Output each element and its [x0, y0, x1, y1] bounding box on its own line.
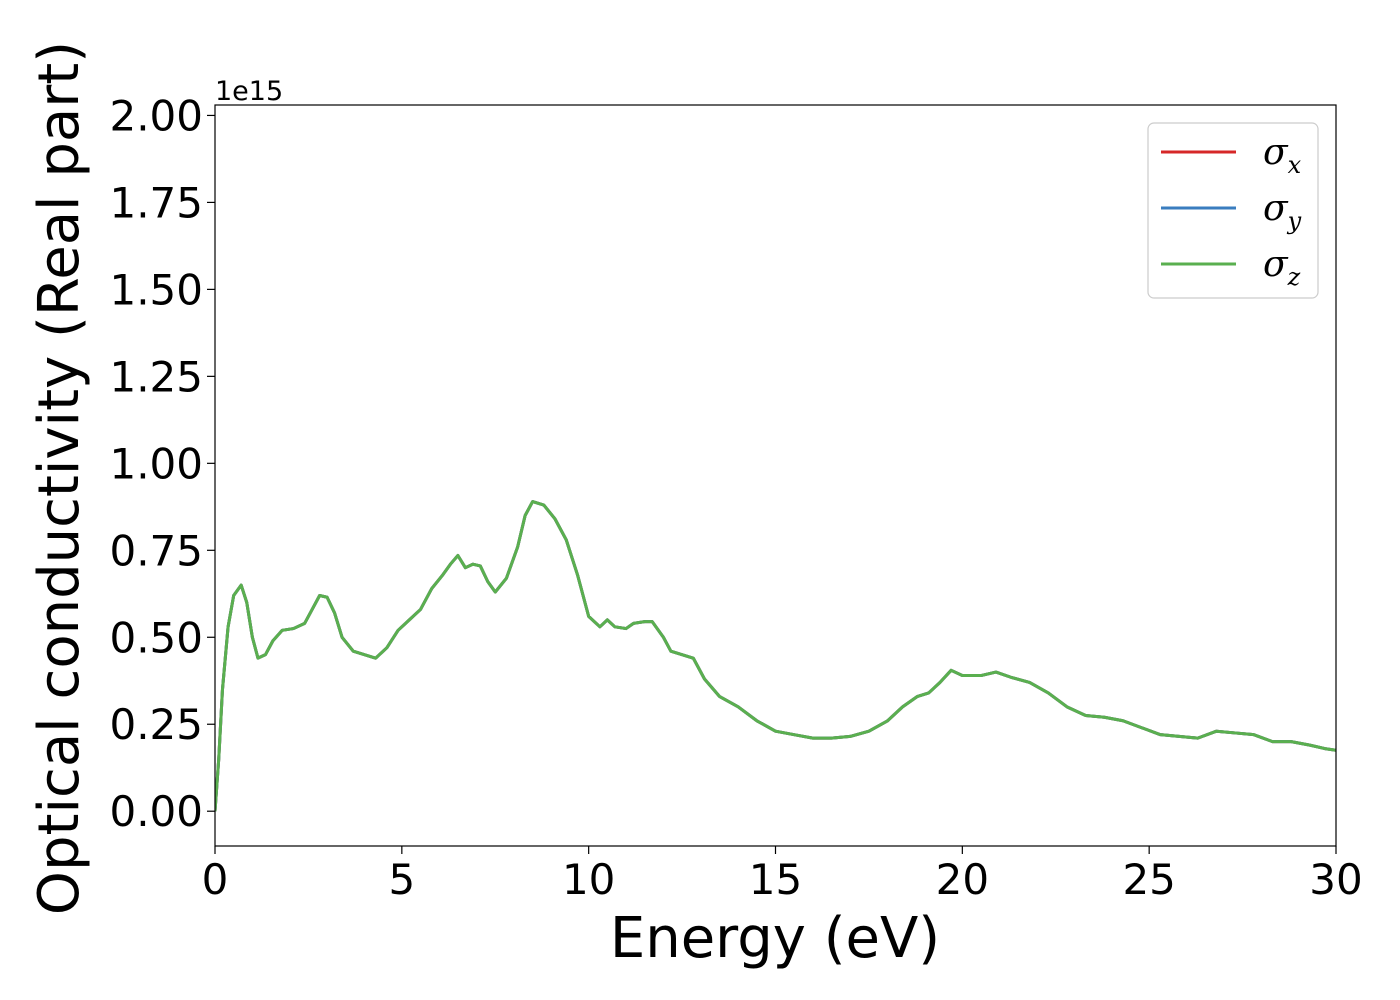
y-axis: 0.00 0.25 0.50 0.75 1.00 1.25 1.50 1.75 2.00 — [109, 91, 215, 836]
x-tick-label: 30 — [1309, 855, 1362, 904]
series-line-z — [215, 500, 1336, 812]
x-tick-label: 15 — [749, 855, 802, 904]
x-tick-label: 5 — [388, 855, 415, 904]
y-tick-label: 0.25 — [109, 700, 203, 749]
series-line-x — [215, 500, 1336, 812]
y-axis-title: Optical conductivity (Real part) — [27, 41, 92, 915]
x-axis: 0 5 10 15 20 25 30 — [202, 846, 1363, 904]
series-line-y — [215, 500, 1336, 812]
y-tick-label: 0.75 — [109, 526, 203, 575]
x-tick-label: 20 — [936, 855, 989, 904]
x-axis-title: Energy (eV) — [610, 906, 940, 971]
x-tick-label: 25 — [1122, 855, 1175, 904]
y-tick-label: 0.50 — [109, 613, 203, 662]
x-tick-label: 0 — [202, 855, 229, 904]
y-tick-label: 1.25 — [109, 352, 203, 401]
y-tick-label: 2.00 — [109, 91, 203, 140]
y-offset-label: 1e15 — [215, 76, 283, 107]
y-tick-label: 1.50 — [109, 265, 203, 314]
legend-box — [1147, 122, 1319, 299]
y-tick-label: 0.00 — [109, 787, 203, 836]
x-tick-label: 10 — [562, 855, 615, 904]
y-tick-label: 1.75 — [109, 178, 203, 227]
y-tick-label: 1.00 — [109, 439, 203, 488]
